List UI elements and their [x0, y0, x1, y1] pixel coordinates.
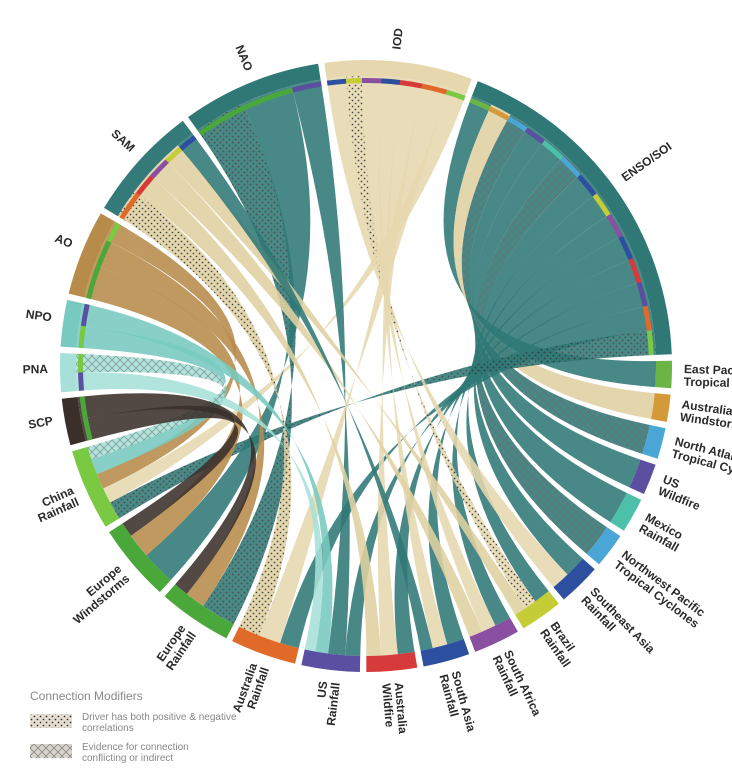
label-CNR: ChinaRainfall [31, 483, 82, 525]
tick-IOD-SAFR [362, 78, 381, 83]
label-ENSO: ENSO/SOI [619, 139, 674, 184]
tick-IOD-BRR [346, 78, 362, 84]
label-EUW: EuropeWindstorms [62, 562, 132, 627]
label-USWF: USWildfire [656, 472, 707, 513]
arc-PNA [60, 353, 77, 392]
arc-EPTC [655, 361, 672, 389]
legend-swatch-dots [30, 714, 72, 728]
legend-text: Evidence for connection [82, 742, 189, 753]
label-PNA: PNA [22, 362, 48, 377]
legend: Connection Modifiers Driver has both posi… [30, 689, 237, 764]
tick-PNA-CNR [78, 354, 83, 373]
legend-title: Connection Modifiers [30, 689, 143, 703]
label-NAO: NAO [233, 43, 256, 73]
label-USR: USRainfall [311, 680, 342, 726]
label-MXR: MexicoRainfall [637, 510, 688, 554]
label-SASR: South AsiaRainfall [436, 669, 478, 736]
legend-swatch-cross [30, 744, 72, 758]
legend-text: correlations [82, 723, 134, 734]
label-EUR: EuropeRainfall [153, 622, 200, 673]
label-AO: AO [53, 231, 75, 251]
label-AUR: AustraliaRainfall [230, 661, 272, 719]
label-AUWF: AustraliaWildfire [379, 682, 410, 736]
label-IOD: IOD [389, 27, 405, 50]
legend-text: Driver has both positive & negative [82, 712, 237, 723]
label-SAFR: South AfricaRainfall [490, 648, 545, 724]
label-SAM: SAM [109, 126, 138, 154]
label-NPO: NPO [25, 307, 53, 325]
label-SEAR: Southeast AsiaRainfall [578, 585, 658, 666]
label-EPTC: East PacificTropical Cyclones [683, 362, 732, 391]
chord-diagram: SCP PNA NPO AO SAM NAO IOD ENSO/SOI East Pacific… [0, 0, 732, 773]
label-AUSW: AustraliaWindstorms [679, 397, 732, 433]
legend-text: conflicting or indirect [82, 753, 173, 764]
label-BRR: BrazilRainfall [537, 619, 584, 670]
label-SCP: SCP [27, 414, 54, 432]
